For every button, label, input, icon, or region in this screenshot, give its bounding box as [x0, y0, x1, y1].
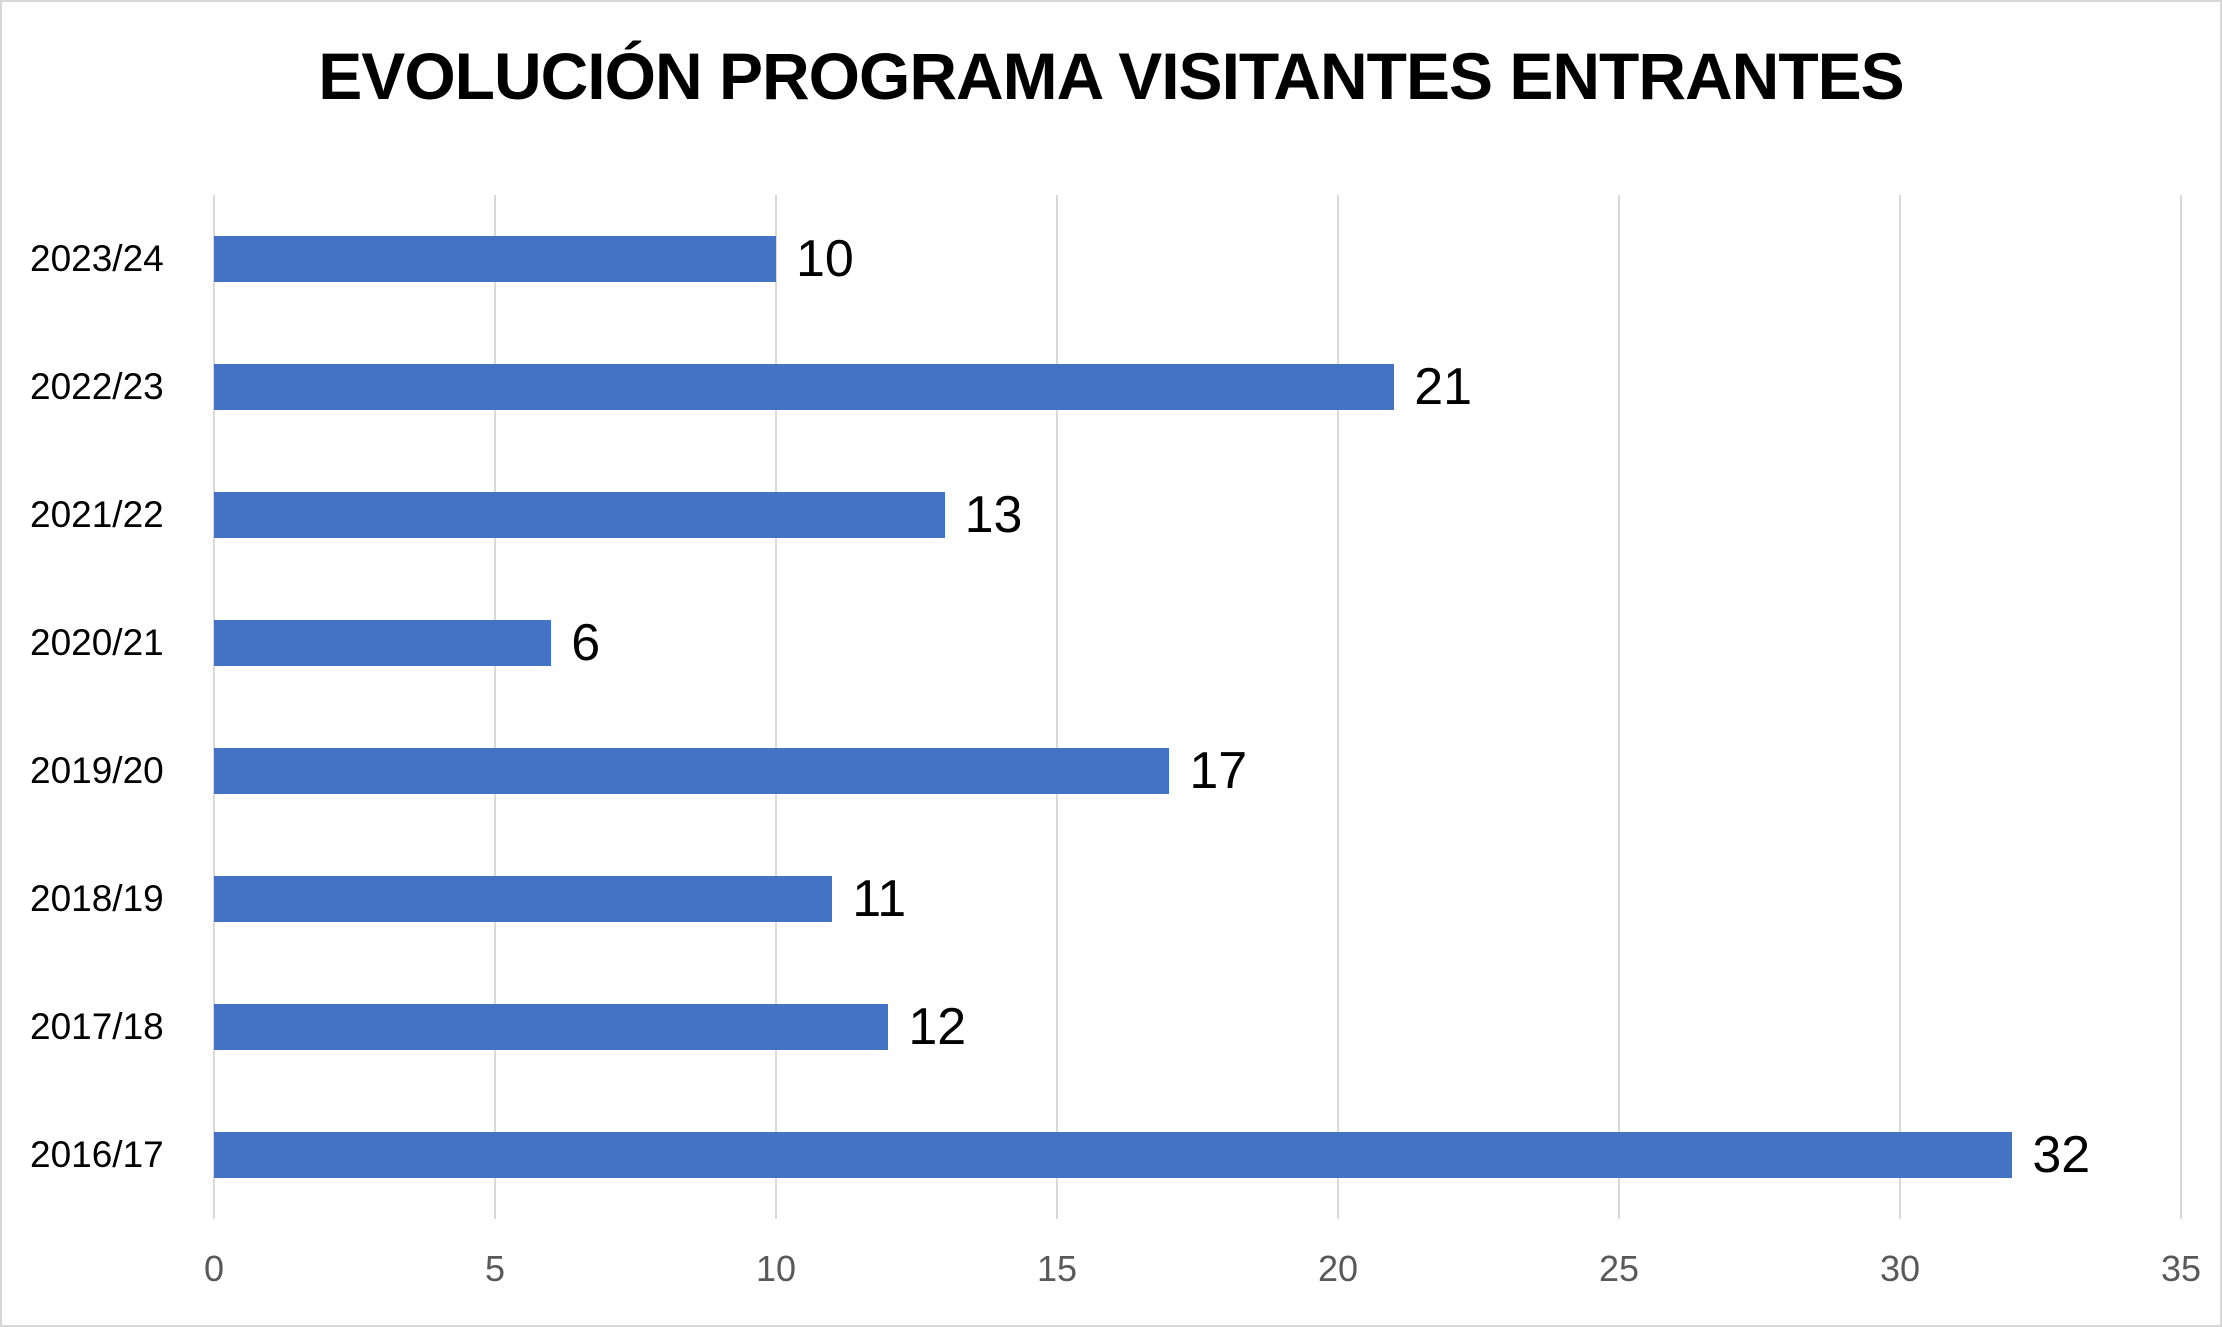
bar [214, 620, 552, 666]
value-label: 12 [908, 998, 967, 1056]
chart-row: 2022/23 21 [2, 323, 2220, 451]
x-axis-tick-label: 25 [1598, 1248, 1640, 1289]
category-label: 2021/22 [30, 494, 164, 535]
bar [214, 748, 1170, 794]
x-axis-tick-label: 5 [484, 1248, 506, 1289]
bar [214, 236, 776, 282]
bar [214, 876, 833, 922]
x-axis-tick-label: 30 [1879, 1248, 1921, 1289]
x-axis-tick-label: 15 [1036, 1248, 1078, 1289]
bar [214, 1132, 2013, 1178]
category-label: 2016/17 [30, 1134, 164, 1175]
x-axis-tick-label: 20 [1317, 1248, 1359, 1289]
chart-row: 2019/20 17 [2, 707, 2220, 835]
gridline [1337, 195, 1339, 1219]
gridline [213, 195, 215, 1219]
bar [214, 1004, 889, 1050]
x-axis-tick-label: 0 [203, 1248, 225, 1289]
chart-row: 2017/18 12 [2, 963, 2220, 1091]
category-label: 2022/23 [30, 366, 164, 407]
gridline [775, 195, 777, 1219]
x-axis-tick-label: 35 [2160, 1248, 2202, 1289]
category-label: 2019/20 [30, 750, 164, 791]
chart-title: EVOLUCIÓN PROGRAMA VISITANTES ENTRANTES [318, 39, 1904, 113]
gridline [2180, 195, 2182, 1219]
gridline [494, 195, 496, 1219]
category-label: 2017/18 [30, 1006, 164, 1047]
chart-row: 2020/21 6 [2, 579, 2220, 707]
value-label: 6 [571, 614, 601, 672]
category-label: 2020/21 [30, 622, 164, 663]
chart-row: 2016/17 32 [2, 1091, 2220, 1219]
value-label: 17 [1189, 742, 1248, 800]
value-label: 21 [1414, 358, 1473, 416]
chart-row: 2018/19 11 [2, 835, 2220, 963]
bar [214, 492, 945, 538]
x-axis-tick-label: 10 [755, 1248, 797, 1289]
gridline [1056, 195, 1058, 1219]
value-label: 13 [964, 486, 1023, 544]
gridline [1899, 195, 1901, 1219]
category-label: 2018/19 [30, 878, 164, 919]
value-label: 32 [2032, 1126, 2091, 1184]
gridline [1618, 195, 1620, 1219]
chart-row: 2021/22 13 [2, 451, 2220, 579]
category-label: 2023/24 [30, 238, 164, 279]
value-label: 10 [796, 230, 854, 288]
chart-row: 2023/24 10 [2, 195, 2220, 323]
bar [214, 364, 1395, 410]
value-label: 11 [852, 870, 907, 928]
